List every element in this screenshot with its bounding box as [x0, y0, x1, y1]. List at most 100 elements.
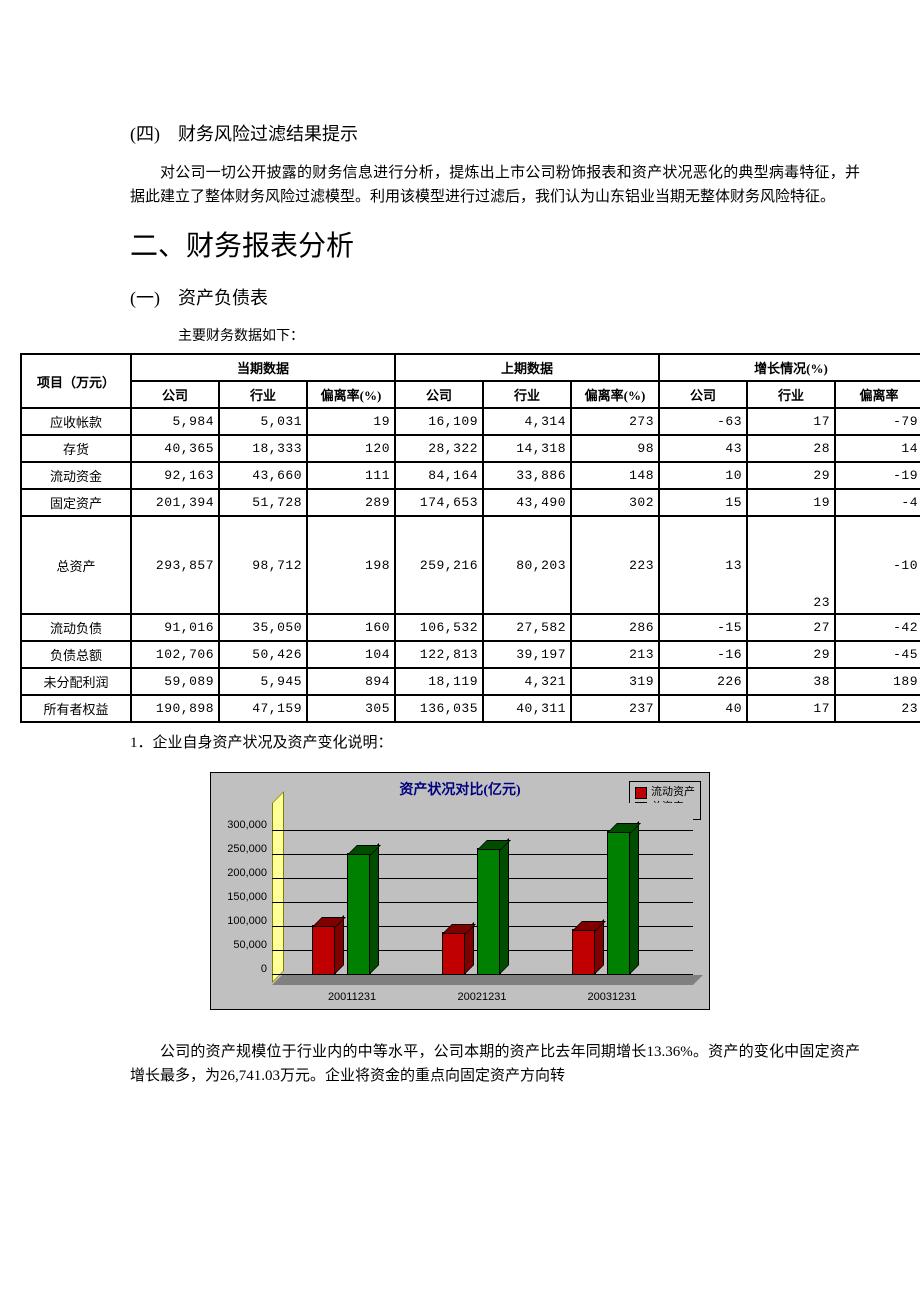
cell-value: -4 — [835, 489, 920, 516]
cell-value: 319 — [571, 668, 659, 695]
cell-value: 14 — [835, 435, 920, 462]
cell-value: 18,119 — [395, 668, 483, 695]
cell-value: 84,164 — [395, 462, 483, 489]
y-tick-label: 250,000 — [217, 843, 267, 855]
y-tick-label: 0 — [217, 963, 267, 975]
sub-deviation: 偏离率(%) — [571, 381, 659, 408]
legend-label: 流动资产 — [651, 785, 695, 800]
content-block: (四) 财务风险过滤结果提示 对公司一切公开披露的财务信息进行分析，提炼出上市公… — [20, 120, 900, 345]
row-label: 负债总额 — [21, 641, 131, 668]
row-label: 固定资产 — [21, 489, 131, 516]
table-row: 存货40,36518,33312028,32214,31898432814 — [21, 435, 920, 462]
cell-value: 50,426 — [219, 641, 307, 668]
cell-value: 59,089 — [131, 668, 219, 695]
financial-table: 项目（万元） 当期数据 上期数据 增长情况(%) 公司 行业 偏离率(%) 公司… — [20, 353, 920, 723]
legend-swatch — [635, 787, 647, 799]
table-head: 项目（万元） 当期数据 上期数据 增长情况(%) 公司 行业 偏离率(%) 公司… — [21, 354, 920, 408]
cell-value: -19 — [835, 462, 920, 489]
cell-value: 35,050 — [219, 614, 307, 641]
cell-value: 189 — [835, 668, 920, 695]
cell-value: 122,813 — [395, 641, 483, 668]
x-tick-label: 20031231 — [562, 991, 662, 1003]
legend-item: 流动资产 — [635, 785, 695, 800]
cell-value: 111 — [307, 462, 395, 489]
sub-industry: 行业 — [219, 381, 307, 408]
cell-value: 201,394 — [131, 489, 219, 516]
cell-value: 39,197 — [483, 641, 571, 668]
chart-wall — [272, 791, 284, 983]
cell-value: 273 — [571, 408, 659, 435]
cell-value: 190,898 — [131, 695, 219, 722]
cell-value: 16,109 — [395, 408, 483, 435]
cell-value: 259,216 — [395, 516, 483, 614]
row-label: 存货 — [21, 435, 131, 462]
table-row: 流动资金92,16343,66011184,16433,8861481029-1… — [21, 462, 920, 489]
cell-value: 13 — [659, 516, 747, 614]
cell-value: 80,203 — [483, 516, 571, 614]
cell-value: 43,660 — [219, 462, 307, 489]
cell-value: 136,035 — [395, 695, 483, 722]
row-label: 未分配利润 — [21, 668, 131, 695]
sub-company: 公司 — [659, 381, 747, 408]
row-label: 应收帐款 — [21, 408, 131, 435]
cell-value: 19 — [747, 489, 835, 516]
sub-company: 公司 — [131, 381, 219, 408]
y-tick-label: 50,000 — [217, 939, 267, 951]
cell-value: 5,031 — [219, 408, 307, 435]
cell-value: 51,728 — [219, 489, 307, 516]
row-label: 总资产 — [21, 516, 131, 614]
cell-value: 27,582 — [483, 614, 571, 641]
x-tick-label: 20011231 — [302, 991, 402, 1003]
cell-value: 237 — [571, 695, 659, 722]
cell-value: 98,712 — [219, 516, 307, 614]
table-row: 应收帐款5,9845,0311916,1094,314273-6317-79 — [21, 408, 920, 435]
cell-value: 28,322 — [395, 435, 483, 462]
sub-deviation: 偏离率 — [835, 381, 920, 408]
cell-value: 104 — [307, 641, 395, 668]
cell-value: 43 — [659, 435, 747, 462]
section-4-heading: (四) 财务风险过滤结果提示 — [130, 120, 860, 146]
table-intro: 主要财务数据如下： — [130, 325, 860, 345]
document-page: (四) 财务风险过滤结果提示 对公司一切公开披露的财务信息进行分析，提炼出上市公… — [0, 0, 920, 1138]
chart-plot-area: 050,000100,000150,000200,000250,000300,0… — [272, 803, 693, 1003]
cell-value: 223 — [571, 516, 659, 614]
cell-value: 17 — [747, 408, 835, 435]
cell-value: 5,945 — [219, 668, 307, 695]
table-row: 固定资产201,39451,728289174,65343,4903021519… — [21, 489, 920, 516]
cell-value: 17 — [747, 695, 835, 722]
cell-value: 120 — [307, 435, 395, 462]
col-item: 项目（万元） — [21, 354, 131, 408]
cell-value: 106,532 — [395, 614, 483, 641]
cell-value: 40 — [659, 695, 747, 722]
cell-value: -45 — [835, 641, 920, 668]
after-table-block: 1．企业自身资产状况及资产变化说明： — [20, 731, 900, 752]
cell-value: 43,490 — [483, 489, 571, 516]
table-row: 负债总额102,70650,426104122,81339,197213-162… — [21, 641, 920, 668]
cell-value: 92,163 — [131, 462, 219, 489]
cell-value: -15 — [659, 614, 747, 641]
cell-value: 15 — [659, 489, 747, 516]
bottom-block: 公司的资产规模位于行业内的中等水平，公司本期的资产比去年同期增长13.36%。资… — [20, 1040, 900, 1088]
cell-value: 33,886 — [483, 462, 571, 489]
cell-value: 305 — [307, 695, 395, 722]
cell-value: 4,321 — [483, 668, 571, 695]
cell-value: 289 — [307, 489, 395, 516]
table-row: 未分配利润59,0895,94589418,1194,3213192263818… — [21, 668, 920, 695]
y-tick-label: 150,000 — [217, 891, 267, 903]
chart-floor — [272, 975, 703, 985]
asset-chart: 资产状况对比(亿元) 流动资产总资产 050,000100,000150,000… — [210, 772, 710, 1010]
y-tick-label: 100,000 — [217, 915, 267, 927]
table-body: 应收帐款5,9845,0311916,1094,314273-6317-79存货… — [21, 408, 920, 722]
cell-value: 18,333 — [219, 435, 307, 462]
cell-value: 29 — [747, 641, 835, 668]
col-group-prev: 上期数据 — [395, 354, 659, 381]
cell-value: 198 — [307, 516, 395, 614]
cell-value: 23 — [747, 516, 835, 614]
cell-value: -10 — [835, 516, 920, 614]
cell-value: 27 — [747, 614, 835, 641]
bottom-paragraph: 公司的资产规模位于行业内的中等水平，公司本期的资产比去年同期增长13.36%。资… — [130, 1040, 860, 1088]
cell-value: -63 — [659, 408, 747, 435]
cell-value: 4,314 — [483, 408, 571, 435]
subsection-1-heading: (一) 资产负债表 — [130, 284, 860, 310]
cell-value: 91,016 — [131, 614, 219, 641]
